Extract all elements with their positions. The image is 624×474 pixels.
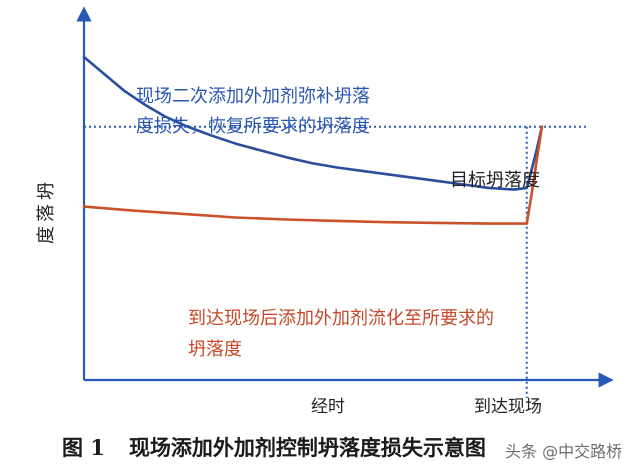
y-axis-label: 落 xyxy=(36,204,57,222)
red-annotation-line-1: 到达现场后添加外加剂流化至所要求的 xyxy=(188,308,494,329)
blue-annotation-line-2: 度损失，恢复所要求的坍落度 xyxy=(136,116,370,137)
red-annotation-line-2: 坍落度 xyxy=(188,339,242,360)
target-slump-label: 目标坍落度 xyxy=(450,170,540,191)
y-axis-label: 度 xyxy=(36,226,57,244)
series-line-blue xyxy=(82,55,544,191)
x-axis-label: 经时 xyxy=(311,397,345,417)
figure-caption: 图 1 现场添加外加剂控制坍落度损失示意图 xyxy=(62,432,486,462)
watermark: 头条 @中交路桥 xyxy=(505,442,623,461)
y-axis-label: 坍 xyxy=(36,182,57,200)
series-line-red xyxy=(82,125,544,225)
figure-title: 现场添加外加剂控制坍落度损失示意图 xyxy=(128,435,486,460)
x-tick-label-arrival: 到达现场 xyxy=(474,397,542,417)
figure-number: 图 1 xyxy=(62,435,105,460)
blue-annotation-line-1: 现场二次添加外加剂弥补坍落 xyxy=(136,86,370,107)
